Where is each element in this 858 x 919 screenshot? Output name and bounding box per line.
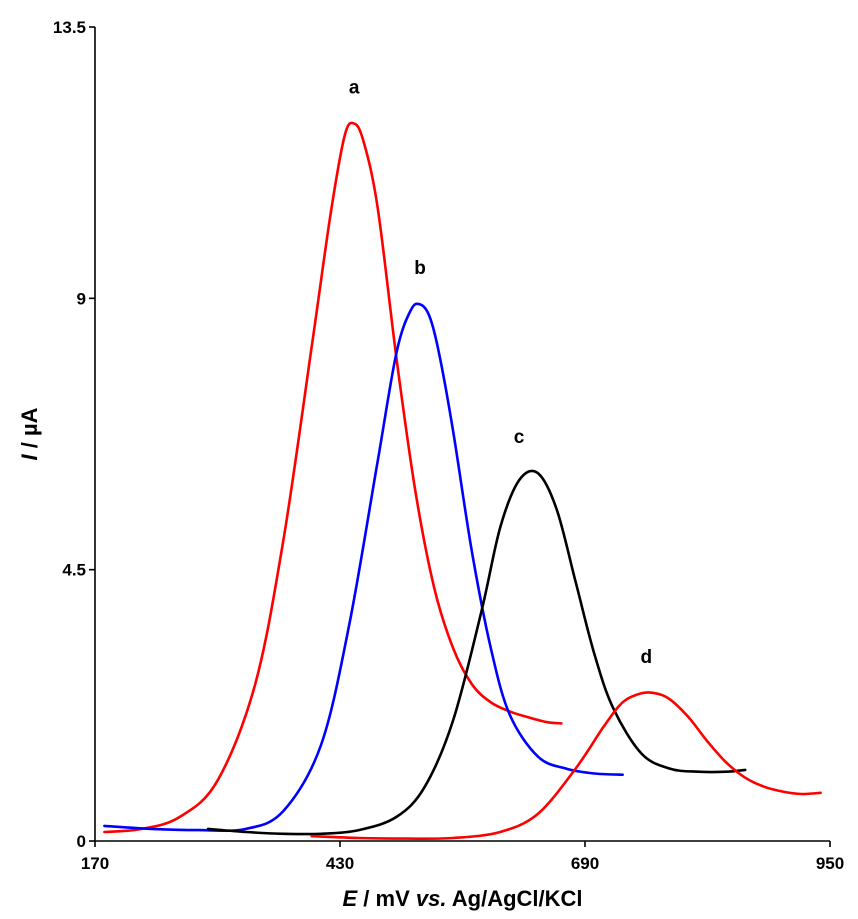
x-tick-label: 950 bbox=[816, 854, 844, 873]
x-axis-title: E / mV vs. Ag/AgCl/KCl bbox=[342, 886, 582, 911]
x-tick-label: 690 bbox=[571, 854, 599, 873]
curve-label-b: b bbox=[414, 258, 426, 279]
curve-a bbox=[103, 121, 563, 834]
curve-label-d: d bbox=[640, 647, 652, 668]
y-axis-title: I / µA bbox=[17, 407, 42, 460]
x-tick-label: 430 bbox=[326, 854, 354, 873]
curve-label-c: c bbox=[514, 427, 525, 448]
x-tick-label: 170 bbox=[81, 854, 109, 873]
curve-c bbox=[206, 469, 747, 836]
y-tick-label: 4.5 bbox=[62, 561, 86, 580]
y-tick-label: 13.5 bbox=[53, 18, 86, 37]
curve-d bbox=[310, 691, 822, 841]
curve-b bbox=[103, 302, 624, 833]
y-tick-label: 9 bbox=[77, 289, 86, 308]
y-tick-label: 0 bbox=[77, 832, 86, 851]
curve-label-a: a bbox=[349, 77, 360, 98]
